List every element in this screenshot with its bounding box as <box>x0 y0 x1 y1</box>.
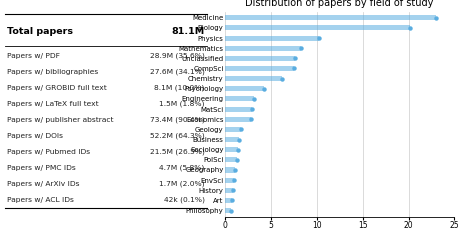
Text: 73.4M (90.4%): 73.4M (90.4%) <box>150 117 205 123</box>
Text: Papers w/ GROBID full text: Papers w/ GROBID full text <box>6 85 106 91</box>
Bar <box>225 117 251 122</box>
Text: 1.5M (1.8%): 1.5M (1.8%) <box>159 101 205 107</box>
Text: Papers w/ PMC IDs: Papers w/ PMC IDs <box>6 165 75 171</box>
Bar <box>225 137 239 142</box>
Bar <box>225 25 410 31</box>
Bar <box>225 157 237 162</box>
Bar <box>225 46 301 51</box>
Bar <box>225 147 238 152</box>
Text: 1.7M (2.0%): 1.7M (2.0%) <box>159 181 205 187</box>
Bar <box>225 66 294 71</box>
Bar <box>225 188 233 193</box>
Text: Papers w/ ArXiv IDs: Papers w/ ArXiv IDs <box>6 181 79 187</box>
Text: 28.9M (35.6%): 28.9M (35.6%) <box>150 53 205 59</box>
Text: 52.2M (64.3%): 52.2M (64.3%) <box>150 133 205 139</box>
Bar <box>225 168 235 172</box>
Text: 21.5M (26.5%): 21.5M (26.5%) <box>150 149 205 155</box>
Bar <box>225 15 436 20</box>
Text: 8.1M (10.0%): 8.1M (10.0%) <box>154 85 205 91</box>
Text: Papers w/ DOIs: Papers w/ DOIs <box>6 133 62 139</box>
Bar <box>225 178 234 183</box>
Bar <box>225 96 254 102</box>
Bar <box>225 127 241 132</box>
Text: Papers w/ publisher abstract: Papers w/ publisher abstract <box>6 117 113 123</box>
Text: Papers w/ Pubmed IDs: Papers w/ Pubmed IDs <box>6 149 90 155</box>
Bar <box>225 208 231 213</box>
Text: Papers w/ LaTeX full text: Papers w/ LaTeX full text <box>6 101 98 107</box>
Bar <box>225 35 319 41</box>
Text: 42k (0.1%): 42k (0.1%) <box>163 197 205 203</box>
Text: 4.7M (5.8%): 4.7M (5.8%) <box>159 165 205 171</box>
Text: Total papers: Total papers <box>6 27 73 36</box>
Bar <box>225 76 282 81</box>
Text: Papers w/ bibliographies: Papers w/ bibliographies <box>6 69 98 75</box>
Text: Papers w/ ACL IDs: Papers w/ ACL IDs <box>6 197 73 203</box>
Text: Papers w/ PDF: Papers w/ PDF <box>6 53 60 59</box>
Text: 81.1M: 81.1M <box>171 27 205 36</box>
Bar <box>225 106 252 112</box>
Bar <box>225 198 232 203</box>
Title: Distribution of papers by field of study: Distribution of papers by field of study <box>246 0 434 8</box>
Bar <box>225 86 264 91</box>
Bar <box>225 56 295 61</box>
Text: 27.6M (34.1%): 27.6M (34.1%) <box>150 69 205 75</box>
